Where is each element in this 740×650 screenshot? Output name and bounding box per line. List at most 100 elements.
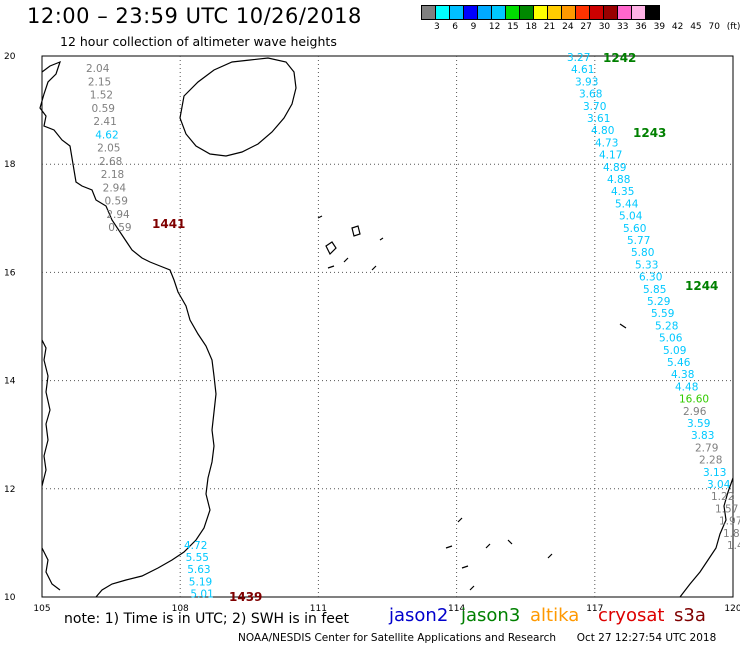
axis-labels: 105 108 111 114 117 120 20 18 16 14 12 10 (4, 52, 740, 614)
wave-height-east: 5.85 (643, 284, 666, 296)
map-frame (41, 55, 734, 598)
coastline-west-1 (41, 339, 51, 487)
pass-number-label: 1244 (685, 279, 718, 293)
wave-height-east: 6.30 (639, 272, 662, 284)
wave-height-west: 2.94 (106, 209, 130, 221)
scale-label: 6 (452, 22, 459, 32)
wave-height-east: 1.81 (723, 528, 740, 540)
wave-height-east: 4.73 (595, 137, 618, 149)
wave-height-east: 4.38 (671, 369, 694, 381)
pass-number-label: 1243 (633, 126, 666, 140)
scale-swatch (645, 5, 660, 20)
scale-label: 30 (598, 22, 611, 32)
wave-height-east: 3.68 (579, 89, 602, 101)
wave-height-east: 5.60 (623, 223, 646, 235)
scale-label: 21 (543, 22, 556, 32)
wave-height-east: 5.33 (635, 259, 658, 271)
wave-height-east: 3.04 (707, 479, 731, 491)
wave-height-west: 2.05 (97, 143, 120, 155)
wave-height-east: 3.59 (687, 418, 710, 430)
spratly-islands (445, 323, 627, 591)
wave-height-east: 5.29 (647, 296, 670, 308)
longitude-label: 114 (448, 604, 465, 614)
legend-item: jason3 (461, 605, 521, 626)
page-title: 12:00 – 23:59 UTC 10/26/2018 (27, 4, 362, 28)
color-scale-labels: 3 6 9 12 15 18 21 24 27 30 33 36 39 42 45 70 (ft) (422, 22, 740, 34)
wave-height-east: 4.88 (607, 174, 630, 186)
scale-label: 12 (488, 22, 501, 32)
wave-height-east: 4.61 (571, 64, 594, 76)
wave-height-east: 3.70 (583, 101, 606, 113)
pass-number-label: 1242 (603, 51, 636, 65)
scale-label: 39 (653, 22, 666, 32)
wave-height-east: 2.28 (699, 455, 722, 467)
wave-height-east: 5.28 (655, 320, 678, 332)
legend-item: s3a (674, 605, 706, 626)
legend-item: jason2 (389, 605, 449, 626)
wave-height-west: 0.59 (108, 222, 131, 234)
wave-height-east: 3.61 (587, 113, 610, 125)
footnote: note: 1) Time is in UTC; 2) SWH is in fe… (64, 611, 350, 627)
wave-height-east: 4.35 (611, 186, 634, 198)
wave-height-east: 1.57 (715, 503, 738, 515)
wave-height-east: 3.83 (691, 430, 714, 442)
scale-label: 33 (617, 22, 629, 32)
legend-item: cryosat (598, 605, 665, 626)
wave-height-west: 4.62 (95, 129, 118, 141)
wave-height-east: 4.17 (599, 150, 622, 162)
latitude-label: 10 (4, 593, 16, 603)
map-grid (42, 56, 733, 597)
hainan-island (179, 57, 297, 157)
credit-line: NOAA/NESDIS Center for Satellite Applica… (238, 632, 716, 644)
coastline-luzon (679, 477, 734, 598)
wave-height-west: 0.59 (105, 196, 128, 208)
footer-timestamp: Oct 27 12:27:54 UTC 2018 (576, 632, 717, 644)
pass-number-label: 1441 (152, 217, 185, 231)
wave-height-west: 0.59 (92, 103, 115, 115)
wave-height-east: 3.93 (575, 76, 598, 88)
wave-height-east: 2.96 (683, 406, 707, 418)
wave-height-east: 1.22 (711, 491, 734, 503)
scale-label: 36 (635, 22, 647, 32)
wave-height-east: 1.97 (719, 516, 740, 528)
scale-label: 18 (525, 22, 537, 32)
wave-height-east: 16.60 (679, 394, 709, 406)
latitude-label: 18 (4, 160, 16, 170)
wave-height-south: 4.72 (184, 540, 207, 552)
latitude-label: 20 (4, 52, 16, 62)
wave-height-east: 4.80 (591, 125, 614, 137)
scale-label: 9 (470, 22, 477, 32)
wave-height-east: 1.48 (727, 540, 740, 552)
scale-label: 24 (562, 22, 574, 32)
scale-label: 3 (434, 22, 440, 32)
scale-label: 27 (580, 22, 592, 32)
wave-height-east: 4.89 (603, 162, 626, 174)
scale-label: 70 (708, 22, 720, 32)
latitude-label: 12 (4, 485, 15, 495)
scale-label: 42 (671, 22, 684, 32)
wave-height-east: 5.04 (619, 211, 643, 223)
scale-label: 15 (507, 22, 519, 32)
wave-height-west: 2.18 (101, 169, 124, 181)
credit-text: NOAA/NESDIS Center for Satellite Applica… (238, 632, 556, 644)
latitude-label: 16 (4, 268, 16, 278)
wave-height-south: 5.19 (189, 576, 212, 588)
longitude-label: 108 (172, 604, 189, 614)
wave-height-west: 2.04 (86, 63, 110, 75)
wave-height-west: 2.15 (88, 76, 111, 88)
wave-height-east: 5.44 (615, 198, 639, 210)
wave-height-east: 5.09 (663, 345, 686, 357)
wave-height-east: 5.06 (659, 333, 683, 345)
wave-height-west: 1.52 (90, 90, 113, 102)
pass-number-label: 1439 (229, 590, 262, 604)
wave-height-east: 2.79 (695, 442, 718, 454)
paracel-islands (317, 215, 384, 271)
wave-height-east: 5.46 (667, 357, 691, 369)
longitude-label: 105 (33, 604, 50, 614)
wave-height-south: 5.55 (186, 552, 209, 564)
wave-height-east: 4.48 (675, 381, 698, 393)
scale-label: (ft) (726, 22, 740, 32)
wave-height-south: 5.01 (190, 588, 213, 600)
longitude-label: 120 (724, 604, 740, 614)
coastline-west-2 (41, 547, 61, 591)
